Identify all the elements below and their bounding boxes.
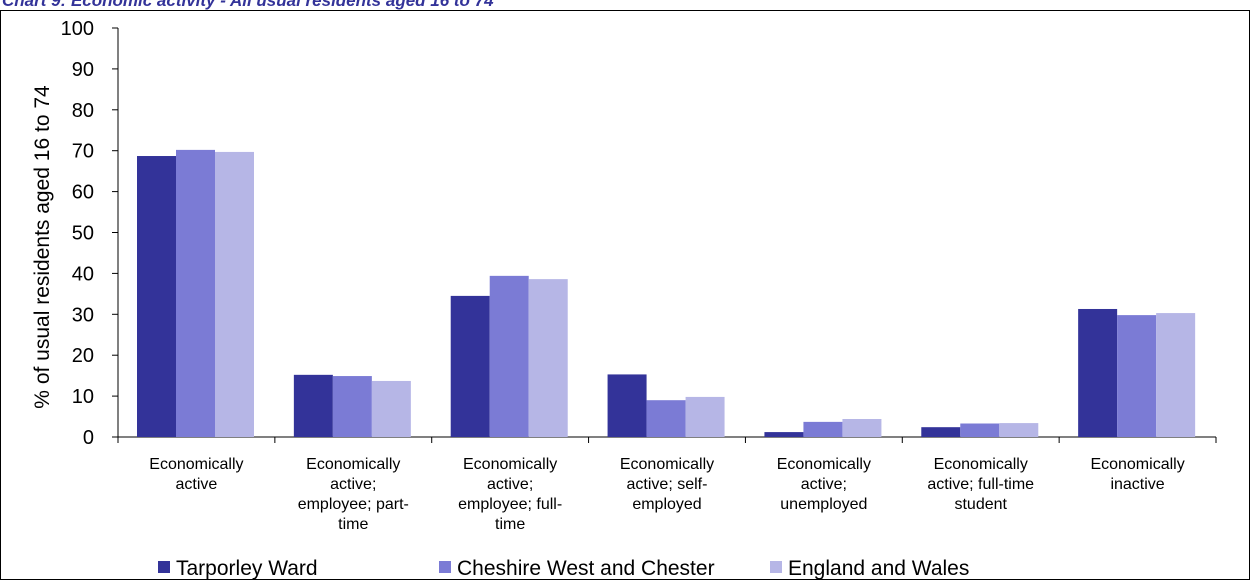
bar	[1156, 313, 1196, 437]
y-tick-label: 10	[72, 386, 94, 408]
bar	[999, 423, 1039, 437]
bar	[293, 374, 333, 437]
bar	[960, 423, 1000, 437]
x-category-label: Economically inactive	[1090, 456, 1184, 493]
bar	[215, 151, 254, 437]
y-tick-label: 70	[72, 141, 94, 163]
legend-swatch	[770, 561, 782, 573]
bar	[842, 419, 882, 437]
y-axis-title: % of usual residents aged 16 to 74	[31, 85, 54, 409]
bar	[371, 380, 411, 437]
legend-label: Tarporley Ward	[176, 557, 318, 580]
bar	[137, 156, 176, 437]
y-tick-label: 0	[83, 427, 94, 449]
bar	[1117, 315, 1157, 437]
x-category-label: Economically active	[149, 456, 243, 493]
x-category-label: Economically active; full-time student	[927, 456, 1034, 513]
y-tick-label: 20	[72, 345, 94, 367]
bar	[528, 279, 568, 437]
bar	[1078, 308, 1118, 437]
legend-label: Cheshire West and Chester	[457, 557, 715, 580]
legend-swatch	[439, 561, 451, 573]
x-category-label: Economically active; unemployed	[777, 456, 871, 513]
bar	[803, 421, 843, 437]
y-tick-label: 30	[72, 304, 94, 326]
legend-label: England and Wales	[788, 557, 969, 580]
y-tick-label: 50	[72, 223, 94, 245]
bar	[685, 396, 725, 437]
bar	[450, 295, 490, 437]
bar	[489, 275, 529, 437]
y-tick-label: 100	[61, 18, 94, 40]
x-category-label: Economically active; employee; full-time	[458, 456, 562, 533]
bar	[176, 149, 215, 437]
bar	[607, 374, 647, 437]
x-axis	[117, 436, 1217, 443]
y-tick-label: 80	[72, 100, 94, 122]
bar	[921, 427, 961, 437]
chart-frame	[0, 10, 1250, 580]
category-labels: Economically active Economically active; emp…	[149, 456, 1184, 533]
legend-swatch	[158, 561, 170, 573]
bars	[137, 149, 1196, 437]
bar	[646, 400, 686, 437]
bar	[332, 376, 372, 437]
legend: Tarporley Ward Cheshire West and Chester E…	[158, 557, 969, 580]
x-category-label: Economically active; self-employed	[620, 456, 714, 513]
y-tick-label: 90	[72, 59, 94, 81]
bar	[764, 432, 804, 437]
chart-title: Chart 9: Economic activity - All usual r…	[2, 0, 494, 10]
y-axis: 0 10 20 30 40 50 60 70 80 90 100	[61, 18, 119, 449]
y-tick-label: 40	[72, 263, 94, 285]
x-category-label: Economically active; employee; part-time	[298, 456, 409, 533]
y-tick-label: 60	[72, 182, 94, 204]
